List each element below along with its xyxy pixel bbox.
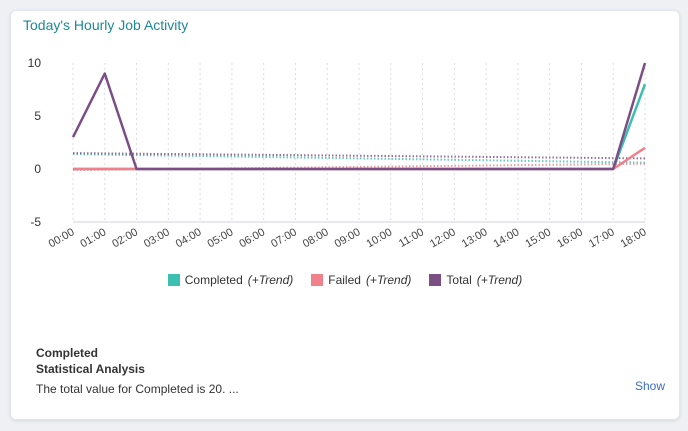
x-tick-label: 00:00 [47, 226, 77, 250]
x-tick-label: 09:00 [333, 226, 363, 250]
legend-label-completed: Completed [184, 273, 243, 287]
analysis-heading: Statistical Analysis [36, 362, 145, 376]
y-tick-label: 0 [34, 162, 41, 176]
y-tick-label: 10 [28, 56, 42, 70]
legend-swatch-failed [311, 274, 324, 286]
x-tick-label: 01:00 [78, 226, 108, 250]
analysis-series-name: Completed [36, 346, 99, 360]
x-tick-label: 06:00 [237, 226, 267, 250]
x-tick-label: 16:00 [555, 226, 585, 250]
x-tick-label: 10:00 [364, 226, 394, 250]
x-tick-label: 02:00 [110, 226, 140, 250]
x-tick-label: 08:00 [301, 226, 331, 250]
x-tick-label: 14:00 [492, 226, 522, 250]
x-tick-label: 03:00 [142, 226, 172, 250]
x-tick-label: 18:00 [619, 226, 649, 250]
legend-item-total[interactable]: Total (+Trend) [429, 273, 522, 287]
card-title: Today's Hourly Job Activity [23, 17, 189, 33]
legend-item-completed[interactable]: Completed (+Trend) [167, 273, 294, 287]
legend-swatch-total [429, 274, 442, 286]
x-tick-label: 07:00 [269, 226, 299, 250]
x-tick-label: 17:00 [587, 226, 617, 250]
hourly-activity-card: Today's Hourly Job Activity 00:00 01:00 02… [10, 10, 680, 420]
trend-line-total [72, 152, 646, 160]
series-line-total [71, 62, 647, 171]
x-tick-label: 04:00 [174, 226, 204, 250]
legend-trend-failed: (+Trend) [365, 273, 412, 287]
series-line-completed [73, 83, 647, 171]
legend-item-failed[interactable]: Failed (+Trend) [311, 273, 411, 287]
analysis-text: The total value for Completed is 20. ... [36, 382, 239, 396]
legend-swatch-completed [167, 274, 180, 286]
x-tick-label: 11:00 [397, 226, 426, 250]
chart-legend: Completed (+Trend) Failed (+Trend) Total… [11, 273, 679, 287]
y-tick-label: -5 [30, 215, 41, 229]
line-chart: 00:00 01:00 02:00 03:00 04:00 05:00 06:00 07:00… [28, 56, 649, 250]
show-link[interactable]: Show [634, 379, 665, 393]
x-tick-label: 15:00 [523, 226, 553, 250]
x-tick-label: 12:00 [428, 226, 458, 250]
statistical-analysis: Completed Statistical Analysis The total… [36, 345, 654, 397]
y-tick-label: 5 [34, 109, 41, 123]
legend-label-total: Total [446, 273, 472, 287]
x-tick-label: 13:00 [460, 226, 490, 250]
x-tick-label: 05:00 [206, 226, 236, 250]
legend-label-failed: Failed [328, 273, 361, 287]
legend-trend-completed: (+Trend) [247, 273, 294, 287]
trend-line-completed [72, 153, 646, 164]
legend-trend-total: (+Trend) [476, 273, 523, 287]
